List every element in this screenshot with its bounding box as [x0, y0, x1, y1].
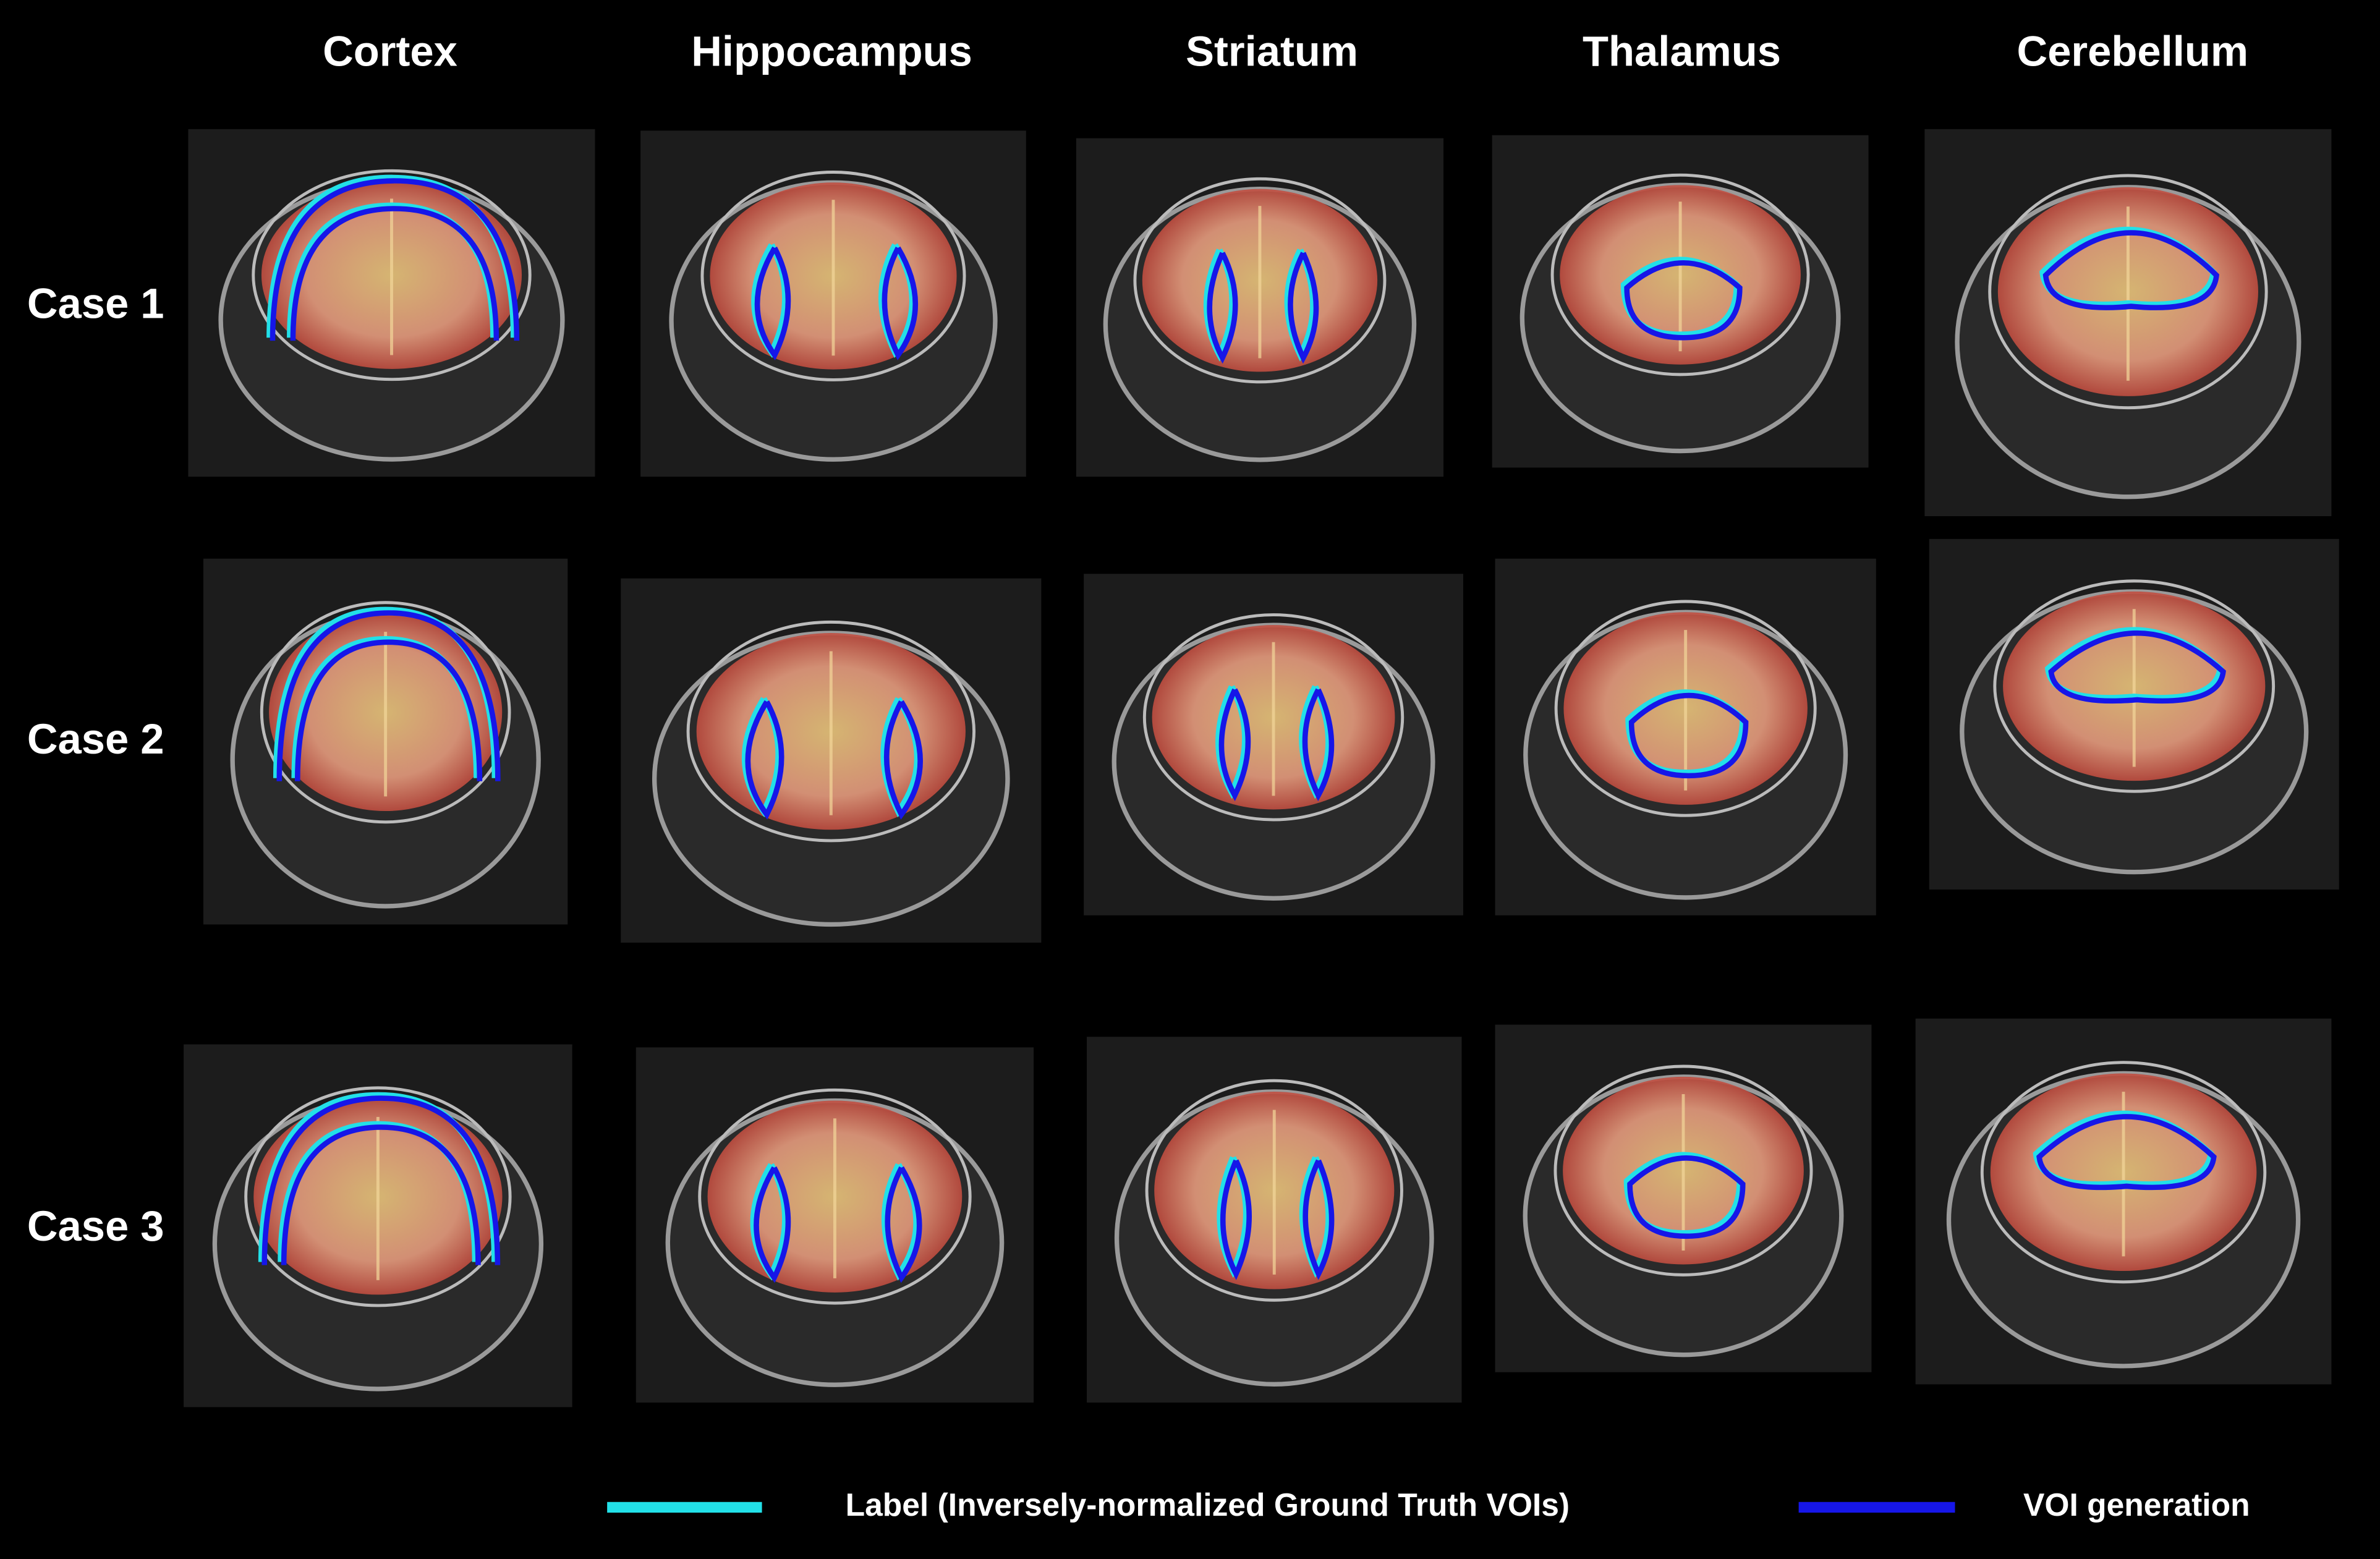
region-voi [1302, 688, 1335, 802]
region-voi [882, 246, 919, 360]
thalamus-voi [1628, 692, 1749, 779]
region-voi [884, 700, 923, 820]
mri-tile [188, 129, 595, 477]
mri-tile [1076, 138, 1444, 477]
column-header: Hippocampus [691, 28, 972, 75]
region-voi [885, 1166, 922, 1283]
cortex-inner-voi [294, 639, 483, 781]
skull [260, 601, 511, 824]
legend-text: Label (Inversely-normalized Ground Truth… [846, 1487, 1570, 1523]
cerebellum-voi [2036, 1114, 2217, 1191]
cerebellum-voi [2042, 230, 2219, 310]
skull [1133, 177, 1387, 384]
skull [1550, 173, 1810, 376]
skull [1553, 1064, 1813, 1277]
mri-tile [640, 130, 1026, 477]
mri-tile [1495, 558, 1876, 915]
mri-tile [621, 578, 1042, 943]
skull [686, 620, 976, 843]
skull [1980, 1061, 2267, 1284]
region-voi [1288, 252, 1319, 364]
skull [252, 169, 532, 381]
mri-tile [1495, 1024, 1872, 1372]
region-voi [754, 246, 791, 360]
cerebellum-voi [2048, 631, 2226, 704]
skull [1988, 174, 2268, 410]
region-voi [745, 700, 784, 820]
region-voi [1303, 1159, 1335, 1280]
cortex-voi [270, 178, 520, 341]
region-voi [754, 1166, 791, 1283]
column-header: Cortex [323, 28, 457, 75]
thalamus-voi [1624, 260, 1743, 341]
row-label: Case 1 [27, 279, 164, 327]
mri-tile [1492, 135, 1869, 468]
region-voi [1220, 1159, 1252, 1280]
thalamus-voi [1627, 1155, 1746, 1239]
row-label: Case 3 [27, 1202, 164, 1250]
skull [700, 171, 966, 381]
row-label: Case 2 [27, 715, 164, 763]
skull [1142, 613, 1405, 822]
legend-text: VOI generation [2023, 1487, 2250, 1523]
cortex-voi [276, 610, 501, 781]
mri-tile [1929, 538, 2339, 890]
skull [1145, 1079, 1403, 1302]
mri-tile [1915, 1018, 2332, 1385]
cortex-inner-voi [290, 206, 499, 341]
mri-tile [1924, 129, 2332, 516]
cortex-inner-voi [281, 1124, 481, 1265]
mri-tile [184, 1044, 572, 1408]
column-header: Thalamus [1583, 28, 1781, 75]
region-voi [1218, 688, 1251, 802]
mri-tile [1087, 1037, 1462, 1403]
skull [1993, 579, 2276, 793]
region-voi [1207, 252, 1238, 364]
column-header: Striatum [1186, 28, 1358, 75]
skull [1554, 600, 1817, 817]
mri-tile [635, 1047, 1034, 1403]
skull [698, 1088, 972, 1305]
mri-tile [203, 558, 568, 925]
mri-tile [1084, 574, 1463, 915]
cortex-voi [261, 1095, 501, 1265]
column-header: Cerebellum [2017, 28, 2248, 75]
skull [244, 1086, 512, 1307]
